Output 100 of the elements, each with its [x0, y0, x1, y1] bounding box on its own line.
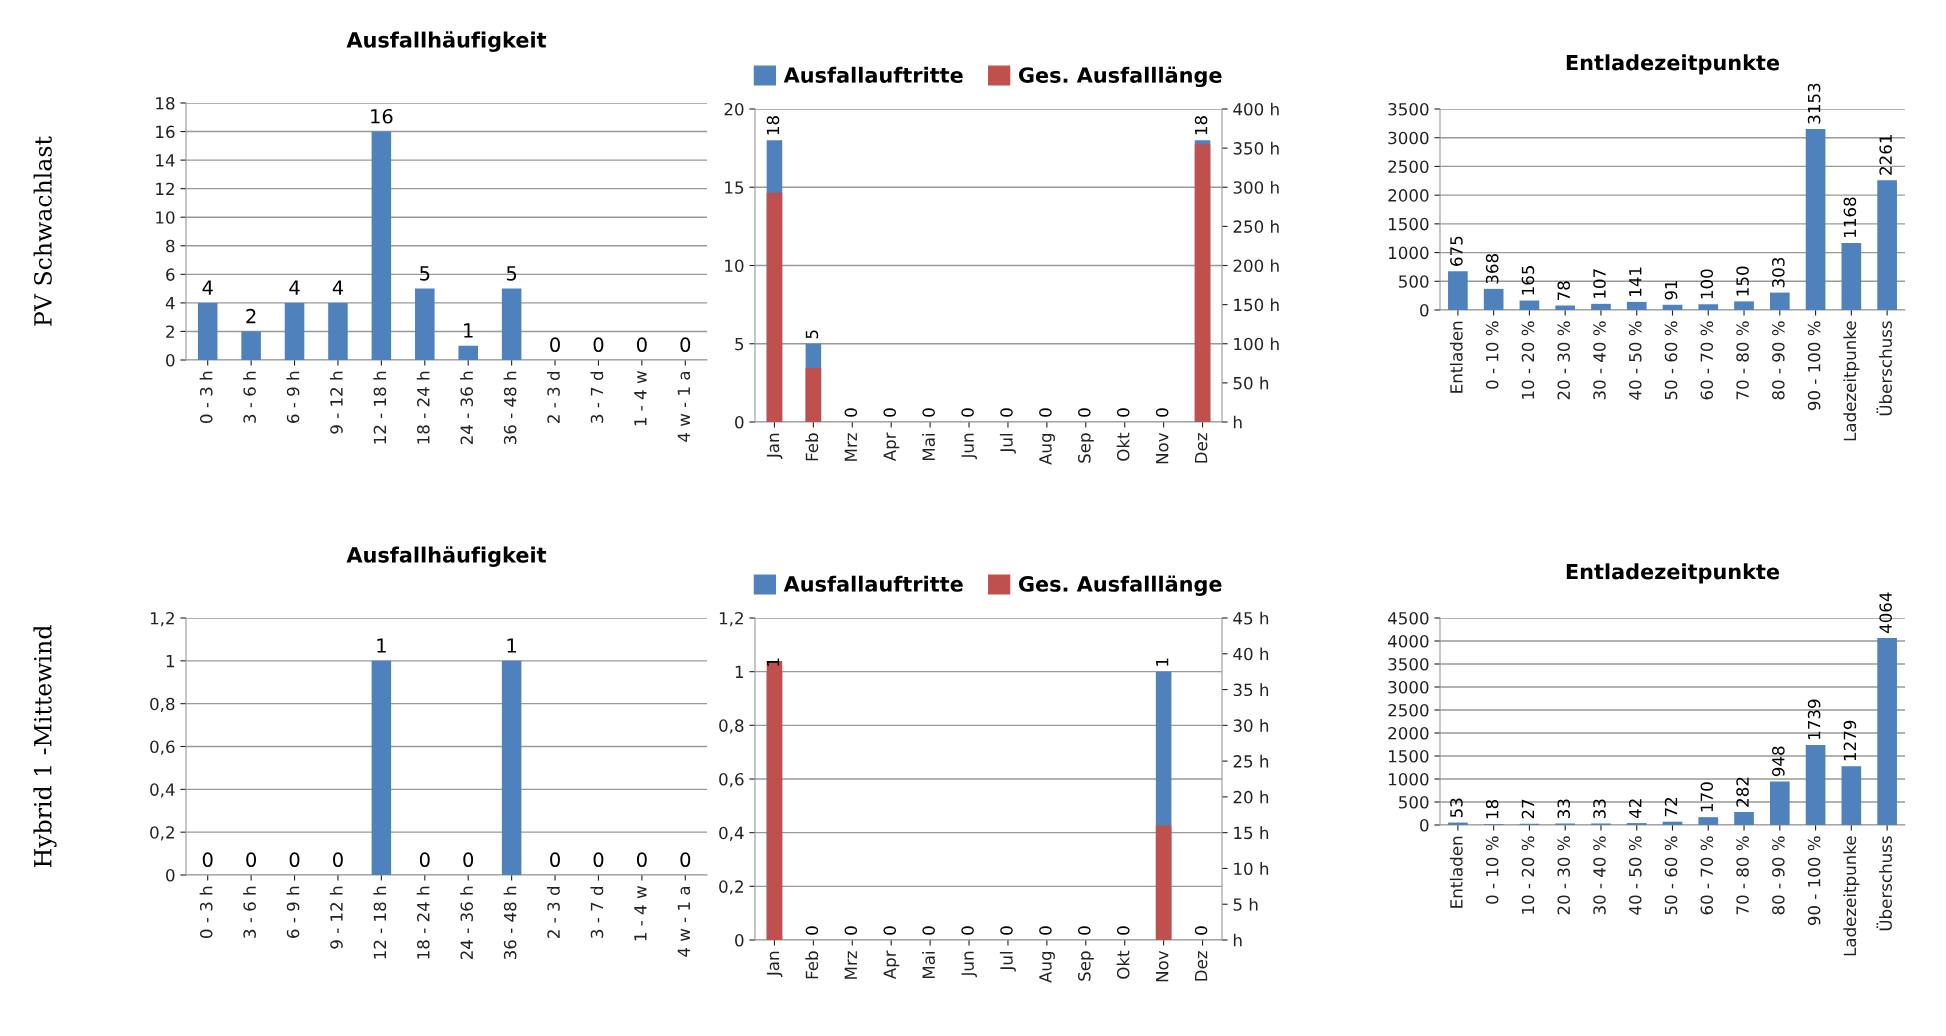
x-tick-label: Aug [1039, 433, 1055, 465]
bar [1805, 128, 1826, 310]
x-tick-label: 40 - 50 % [1628, 321, 1642, 400]
x-tick-label: Nov [1156, 950, 1169, 982]
data-label: 0 [593, 337, 604, 353]
data-label: 0 [1194, 926, 1208, 935]
x-tick-label: 6 - 9 h [286, 371, 300, 423]
y2-tick-label: 250 h [1233, 220, 1279, 233]
data-label: 0 [550, 337, 560, 353]
x-tick-label: 0 - 10 % [1485, 836, 1499, 904]
data-label: 0 [289, 852, 300, 868]
bar [1734, 812, 1754, 825]
data-label: 1 [507, 638, 517, 653]
x-tick-label: Okt [1116, 950, 1130, 979]
bar [415, 288, 435, 360]
data-label: 16 [371, 108, 393, 124]
y-tick-label: 18 [156, 96, 175, 110]
bar [1662, 304, 1683, 310]
x-tick-label: 80 - 90 % [1772, 321, 1785, 400]
data-label: 0 [636, 337, 647, 353]
x-tick-label: 3 - 6 h [243, 886, 256, 938]
y2-tick-label: 50 h [1233, 376, 1269, 390]
y2-tick-label: 35 h [1233, 683, 1269, 697]
x-tick-label: Feb [805, 951, 819, 979]
y-tick-label: 1500 [1389, 217, 1429, 231]
bar [1769, 781, 1790, 825]
data-label: 282 [1736, 777, 1749, 807]
y-tick-label: 16 [156, 125, 175, 139]
x-tick-label: 10 - 20 % [1521, 321, 1535, 399]
bar [1877, 180, 1897, 310]
y-tick-label: 0 [166, 868, 175, 882]
data-label: 100 [1700, 269, 1714, 299]
x-tick-label: 6 - 9 h [286, 886, 300, 938]
x-tick-label: 3 - 7 d [590, 886, 604, 938]
data-label: 141 [1629, 267, 1642, 296]
x-tick-label: 0 - 3 h [199, 886, 213, 938]
x-tick-label: Okt [1116, 432, 1130, 461]
data-label: 0 [1078, 926, 1091, 935]
data-label: 0 [680, 852, 691, 868]
data-label: 4064 [1879, 592, 1892, 634]
x-tick-label: 50 - 60 % [1664, 321, 1678, 400]
y-tick-label: 3500 [1388, 657, 1429, 671]
x-tick-label: 60 - 70 % [1700, 321, 1714, 400]
data-label: 78 [1557, 281, 1571, 300]
y-tick-label: 0 [166, 353, 175, 367]
bar [241, 331, 261, 360]
data-label: 1 [766, 658, 780, 666]
text: PV Schwachlast [33, 136, 52, 326]
data-label: 0 [922, 408, 935, 417]
y2-tick-label: 40 h [1233, 647, 1269, 661]
data-label: 0 [202, 852, 213, 868]
data-label: 0 [1000, 408, 1013, 417]
y-tick-label: 500 [1399, 795, 1429, 809]
data-label: 0 [961, 408, 974, 417]
y2-tick-label: 350 h [1233, 141, 1279, 155]
x-tick-label: Jul [999, 951, 1016, 972]
x-tick-label: 60 - 70 % [1700, 836, 1714, 915]
x-tick-label: 80 - 90 % [1772, 836, 1785, 915]
x-tick-label: Mai [922, 951, 935, 979]
y-tick-label: 2 [166, 325, 174, 338]
y-tick-label: 1000 [1389, 246, 1429, 260]
data-label: 0 [550, 852, 560, 868]
data-label: 1 [464, 323, 473, 338]
x-tick-label: 1 - 4 w [634, 886, 647, 941]
y2-tick-label: 200 h [1233, 259, 1279, 273]
y2-tick-label: 400 h [1233, 102, 1279, 116]
data-label: 165 [1521, 266, 1535, 295]
data-label: 0 [1039, 408, 1052, 417]
x-tick-label: 3 - 7 d [590, 371, 604, 423]
data-label: 0 [961, 926, 974, 935]
data-label: 1168 [1843, 197, 1857, 237]
y-tick-label: 1000 [1389, 772, 1429, 786]
x-tick-label: Jun [961, 951, 977, 978]
bar [1805, 745, 1826, 825]
x-tick-label: Mrz [844, 433, 857, 461]
data-label: 303 [1772, 257, 1785, 288]
x-tick-label: 10 - 20 % [1521, 836, 1535, 914]
data-label: 0 [463, 852, 474, 868]
data-label: 0 [922, 926, 935, 935]
x-tick-label: 9 - 12 h [329, 886, 343, 949]
y-tick-label: 3500 [1388, 102, 1429, 116]
chart-title: Ausfallhäufigkeit [346, 31, 547, 52]
data-label: 0 [333, 852, 343, 868]
data-label: 0 [680, 337, 691, 353]
x-tick-label: Apr [883, 950, 900, 980]
y2-tick-label: h [1233, 415, 1242, 429]
y-tick-label: 2000 [1388, 726, 1429, 740]
data-label: 675 [1450, 236, 1463, 266]
x-tick-label: 18 - 24 h [416, 371, 430, 444]
y-tick-label: 20 [724, 102, 744, 116]
y2-tick-label: 45 h [1233, 611, 1269, 625]
data-label: 4 [332, 280, 344, 295]
y-tick-label: 2500 [1388, 703, 1429, 717]
legend-label: Ges. Ausfalllänge [1018, 66, 1222, 88]
data-label: 18 [1194, 116, 1208, 135]
x-tick-label: 0 - 10 % [1485, 321, 1499, 389]
data-label: 3153 [1807, 83, 1821, 124]
y-tick-label: 0,4 [719, 826, 744, 841]
y2-tick-label: 10 h [1234, 862, 1269, 876]
x-tick-label: Jan [766, 951, 783, 977]
